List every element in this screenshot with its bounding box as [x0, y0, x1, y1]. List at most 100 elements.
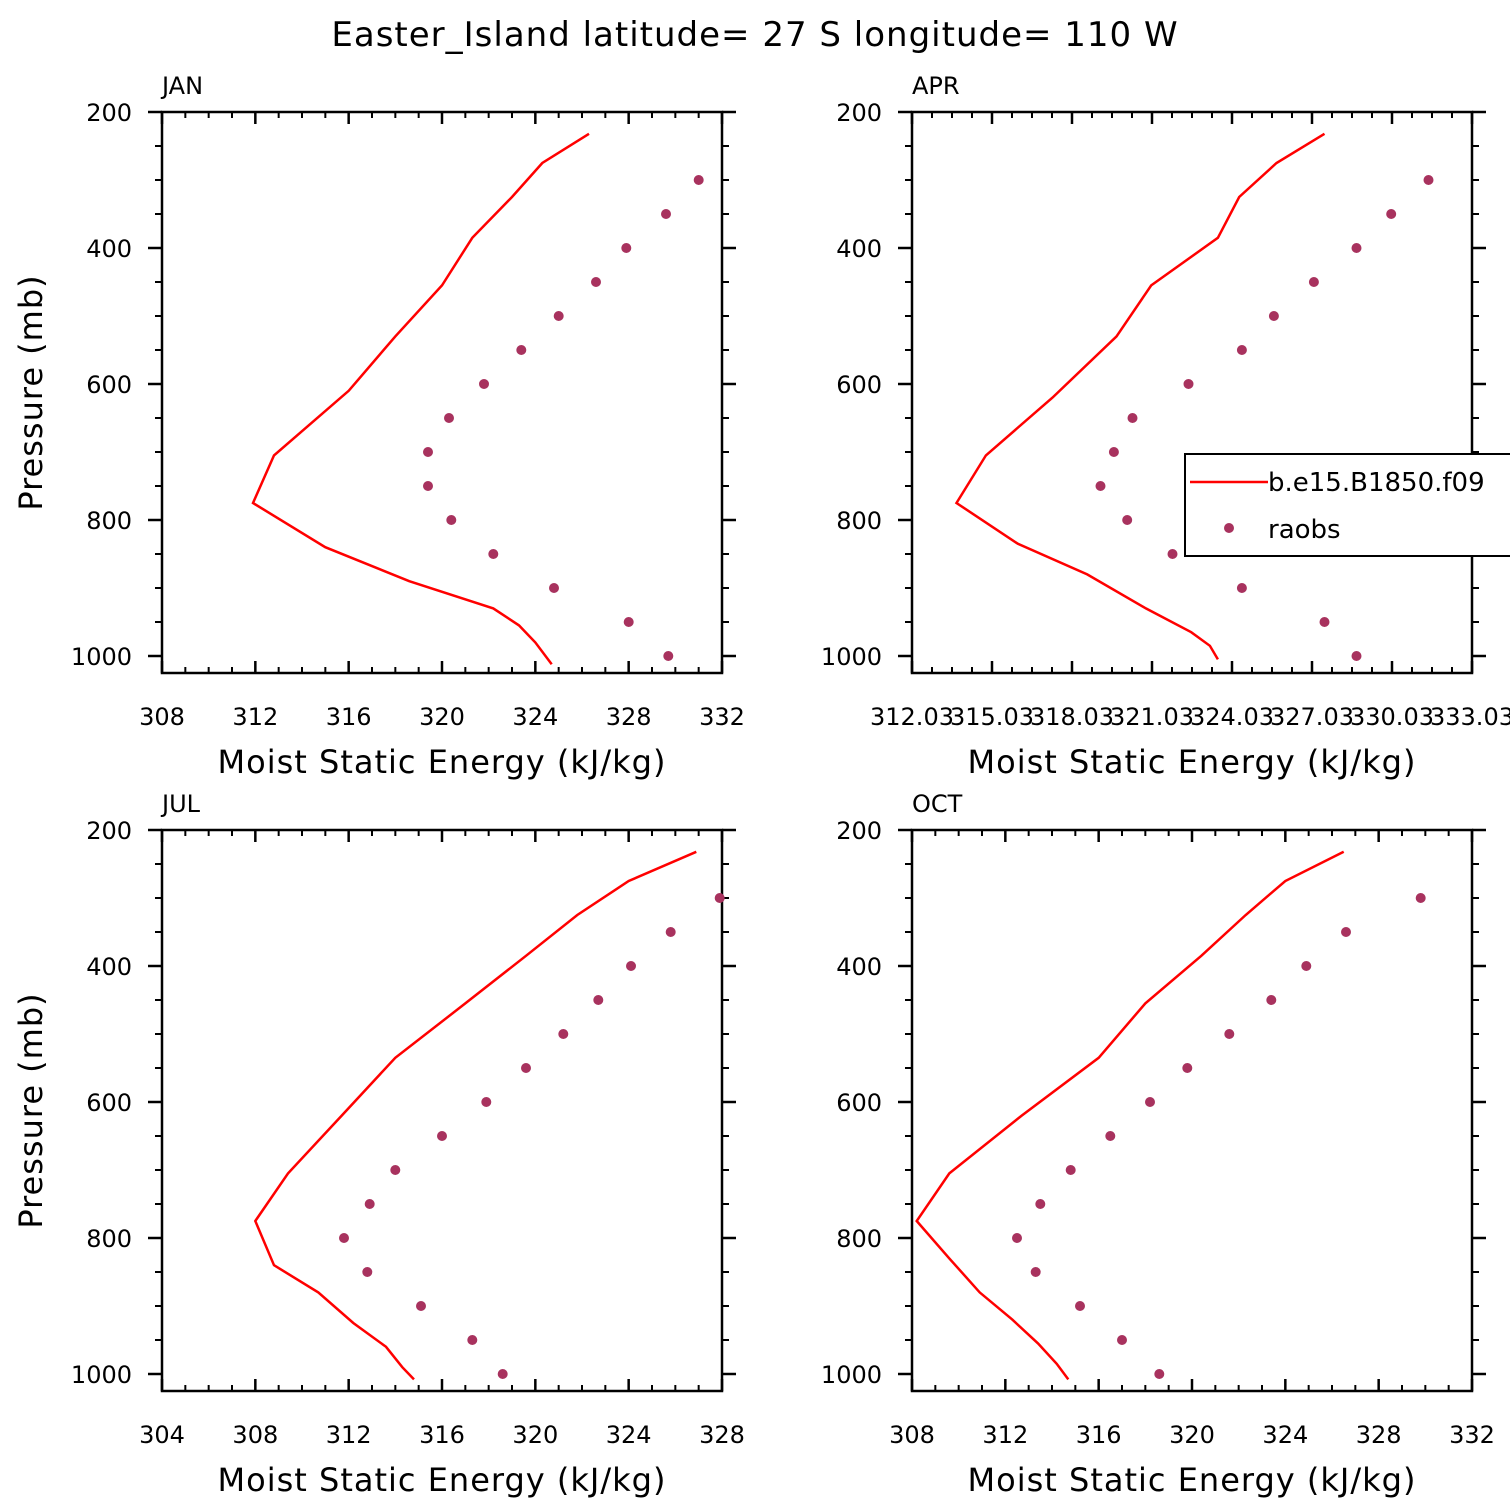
y-tick-label: 200	[86, 99, 132, 127]
y-tick-label: 1000	[821, 643, 882, 671]
raobs-point	[444, 413, 454, 423]
y-tick-label: 800	[836, 1225, 882, 1253]
x-tick-label: 312	[232, 703, 278, 731]
figure-title: Easter_Island latitude= 27 S longitude= …	[331, 15, 1178, 55]
raobs-point	[488, 549, 499, 559]
x-tick-label: 324.03	[1190, 703, 1274, 731]
raobs-point	[593, 995, 604, 1005]
x-tick-label: 320	[419, 703, 465, 731]
raobs-point	[1145, 1097, 1155, 1107]
raobs-point	[626, 961, 636, 971]
raobs-point	[591, 277, 601, 287]
raobs-point	[1351, 651, 1362, 661]
x-tick-label: 312	[326, 1421, 372, 1449]
x-tick-label: 328	[699, 1421, 745, 1449]
raobs-point	[1012, 1233, 1022, 1243]
raobs-point	[1105, 1131, 1116, 1141]
raobs-point	[1117, 1335, 1127, 1345]
x-tick-label: 330.03	[1350, 703, 1434, 731]
raobs-point	[390, 1165, 401, 1175]
plot-frame	[160, 110, 724, 675]
raobs-point	[1182, 1063, 1193, 1073]
y-tick-label: 600	[86, 1089, 132, 1117]
y-tick-label: 600	[86, 371, 132, 399]
y-tick-label: 600	[836, 371, 882, 399]
panel-apr: APR312.03315.03318.03321.03324.03327.033…	[821, 72, 1510, 781]
y-axis-label: Pressure (mb)	[12, 992, 50, 1228]
raobs-point	[1266, 995, 1277, 1005]
panel-label: JUL	[160, 790, 201, 818]
x-tick-label: 318.03	[1030, 703, 1114, 731]
x-axis-label: Moist Static Energy (kJ/kg)	[968, 1461, 1417, 1499]
raobs-point	[1386, 209, 1397, 219]
raobs-point	[693, 175, 704, 185]
y-tick-label: 800	[86, 507, 132, 535]
raobs-point	[1236, 583, 1247, 593]
x-tick-label: 320	[512, 1421, 558, 1449]
raobs-point	[1154, 1369, 1165, 1379]
x-tick-label: 316	[419, 1421, 465, 1449]
x-tick-label: 312.03	[870, 703, 954, 731]
raobs-point	[665, 927, 676, 937]
raobs-point	[364, 1199, 375, 1209]
panel-label: OCT	[912, 790, 963, 818]
raobs-point	[663, 651, 674, 661]
y-tick-label: 200	[836, 99, 882, 127]
legend: b.e15.B1850.f09 raobs	[1184, 453, 1510, 557]
raobs-point	[416, 1301, 426, 1311]
y-tick-label: 200	[836, 817, 882, 845]
raobs-point	[1319, 617, 1330, 627]
raobs-point	[1065, 1165, 1076, 1175]
raobs-point	[339, 1233, 349, 1243]
raobs-point	[437, 1131, 447, 1141]
model-profile-line	[253, 850, 697, 1381]
raobs-point	[1351, 243, 1362, 253]
raobs-point	[549, 583, 559, 593]
model-profile-line	[251, 132, 590, 665]
x-tick-label: 308	[232, 1421, 278, 1449]
x-tick-label: 308	[139, 703, 185, 731]
raobs-point	[362, 1267, 373, 1277]
y-tick-label: 1000	[821, 1361, 882, 1389]
raobs-point	[1030, 1267, 1041, 1277]
raobs-point	[1308, 277, 1319, 287]
raobs-point	[423, 447, 433, 457]
x-tick-label: 316	[1076, 1421, 1122, 1449]
raobs-point	[1301, 961, 1312, 971]
raobs-point	[1183, 379, 1194, 389]
plot-frame	[160, 828, 724, 1393]
plot-frame	[910, 110, 1474, 675]
raobs-point	[1108, 447, 1119, 457]
x-axis-label: Moist Static Energy (kJ/kg)	[218, 1461, 667, 1499]
raobs-point	[1075, 1301, 1085, 1311]
x-axis-label: Moist Static Energy (kJ/kg)	[218, 743, 667, 781]
raobs-point	[558, 1029, 569, 1039]
raobs-point	[714, 893, 725, 903]
x-tick-label: 327.03	[1270, 703, 1354, 731]
y-tick-label: 1000	[71, 1361, 132, 1389]
raobs-point	[1224, 1029, 1235, 1039]
y-tick-label: 400	[836, 953, 882, 981]
y-tick-label: 1000	[71, 643, 132, 671]
x-tick-label: 328	[606, 703, 652, 731]
y-tick-label: 400	[86, 235, 132, 263]
y-tick-label: 600	[836, 1089, 882, 1117]
raobs-point	[1122, 515, 1133, 525]
x-tick-label: 324	[1262, 1421, 1308, 1449]
x-tick-label: 316	[326, 703, 372, 731]
raobs-point	[1268, 311, 1279, 321]
raobs-point	[1415, 893, 1426, 903]
x-tick-label: 333.03	[1430, 703, 1510, 731]
y-tick-label: 400	[836, 235, 882, 263]
x-tick-label: 315.03	[950, 703, 1034, 731]
y-tick-label: 800	[836, 507, 882, 535]
raobs-point	[623, 617, 634, 627]
panel-label: JAN	[160, 72, 203, 100]
x-tick-label: 321.03	[1110, 703, 1194, 731]
panel-jan: JAN 308 312 316 320 324 328 332 200 400 600 800 1000…	[12, 72, 745, 781]
legend-box	[1184, 453, 1510, 557]
raobs-point	[479, 379, 489, 389]
raobs-point	[423, 481, 433, 491]
model-profile-line	[915, 850, 1345, 1381]
